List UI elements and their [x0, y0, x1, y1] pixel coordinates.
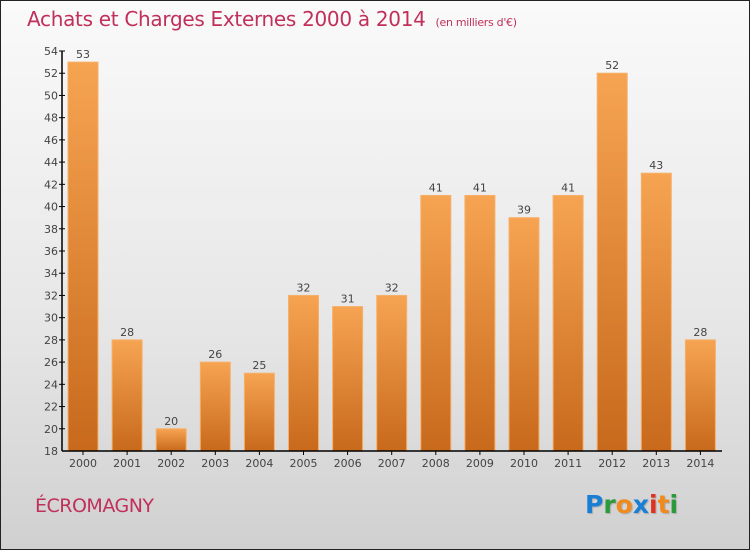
x-tick-label: 2006 [334, 457, 362, 470]
logo-letter: r [603, 490, 616, 519]
x-tick-label: 2000 [69, 457, 97, 470]
y-tick-label: 54 [44, 45, 58, 58]
bar-value-label: 28 [120, 326, 134, 339]
bar-value-label: 39 [517, 204, 531, 217]
bar-value-label: 26 [208, 348, 222, 361]
x-tick-label: 2004 [245, 457, 273, 470]
bar-value-label: 53 [76, 48, 90, 61]
bar-2010 [508, 217, 540, 452]
bar-value-label: 32 [297, 281, 311, 294]
bar-2006 [332, 306, 364, 452]
y-tick-label: 52 [44, 67, 58, 80]
y-tick-label: 30 [44, 312, 58, 325]
x-tick-label: 2007 [378, 457, 406, 470]
y-tick-label: 28 [44, 334, 58, 347]
x-tick-label: 2014 [686, 457, 714, 470]
y-tick-label: 36 [44, 245, 58, 258]
x-tick-label: 2012 [598, 457, 626, 470]
x-tick-label: 2011 [554, 457, 582, 470]
bar-2003 [199, 361, 231, 452]
y-tick-label: 40 [44, 201, 58, 214]
bar-value-label: 41 [561, 181, 575, 194]
logo-letter: t [657, 490, 670, 519]
logo-letter: x [632, 490, 649, 519]
x-tick-label: 2001 [113, 457, 141, 470]
bar-value-label: 28 [693, 326, 707, 339]
y-tick-label: 34 [44, 267, 58, 280]
bar-2004 [243, 372, 275, 452]
bar-value-label: 52 [605, 59, 619, 72]
y-tick-label: 50 [44, 89, 58, 102]
bar-value-label: 20 [164, 415, 178, 428]
chart-title-text: Achats et Charges Externes 2000 à 2014 [27, 7, 426, 31]
bar-value-label: 41 [473, 181, 487, 194]
x-tick-label: 2013 [642, 457, 670, 470]
bar-2011 [552, 194, 584, 452]
logo-letter: P [585, 490, 604, 519]
bar-2009 [464, 194, 496, 452]
x-tick-label: 2005 [290, 457, 318, 470]
y-tick-label: 42 [44, 178, 58, 191]
bar-2014 [684, 339, 716, 452]
x-tick-label: 2010 [510, 457, 538, 470]
x-tick-label: 2009 [466, 457, 494, 470]
x-tick-label: 2008 [422, 457, 450, 470]
bar-2005 [288, 294, 319, 452]
bar-value-label: 41 [429, 181, 443, 194]
y-tick-label: 46 [44, 134, 58, 147]
y-tick-label: 22 [44, 401, 58, 414]
bar-2008 [420, 194, 452, 452]
bar-value-label: 32 [385, 281, 399, 294]
place-name: ÉCROMAGNY [35, 495, 154, 517]
chart-title: Achats et Charges Externes 2000 à 2014 (e… [27, 7, 517, 31]
bar-2013 [640, 172, 672, 452]
bar-2002 [155, 428, 187, 452]
bar-2001 [111, 339, 143, 452]
chart-unit: (en milliers d'€) [435, 16, 517, 29]
axes-group: 2000 2001 2002 2003 2004 2005 2006 2007 2008 2009… [44, 45, 722, 470]
y-tick-label: 24 [44, 378, 58, 391]
logo-letter: i [669, 490, 679, 519]
bar-2007 [376, 294, 408, 452]
y-tick-label: 44 [44, 156, 58, 169]
y-tick-label: 20 [44, 423, 58, 436]
bars-group: 53 28 20 26 25 32 31 32 41 41 39 41 52 43 28 [67, 48, 716, 452]
bar-value-label: 25 [252, 359, 266, 372]
y-tick-label: 18 [44, 445, 58, 458]
y-tick-label: 38 [44, 223, 58, 236]
y-tick-label: 48 [44, 112, 58, 125]
proxiti-logo[interactable]: Proxiti [585, 490, 678, 519]
y-tick-label: 26 [44, 356, 58, 369]
x-tick-label: 2003 [201, 457, 229, 470]
bar-2012 [596, 72, 628, 452]
y-tick-label: 32 [44, 289, 58, 302]
x-tick-label: 2002 [157, 457, 185, 470]
bar-value-label: 31 [341, 293, 355, 306]
bar-2000 [67, 61, 99, 452]
bar-value-label: 43 [649, 159, 663, 172]
logo-letter: o [615, 490, 633, 519]
logo-letter: i [649, 490, 658, 519]
